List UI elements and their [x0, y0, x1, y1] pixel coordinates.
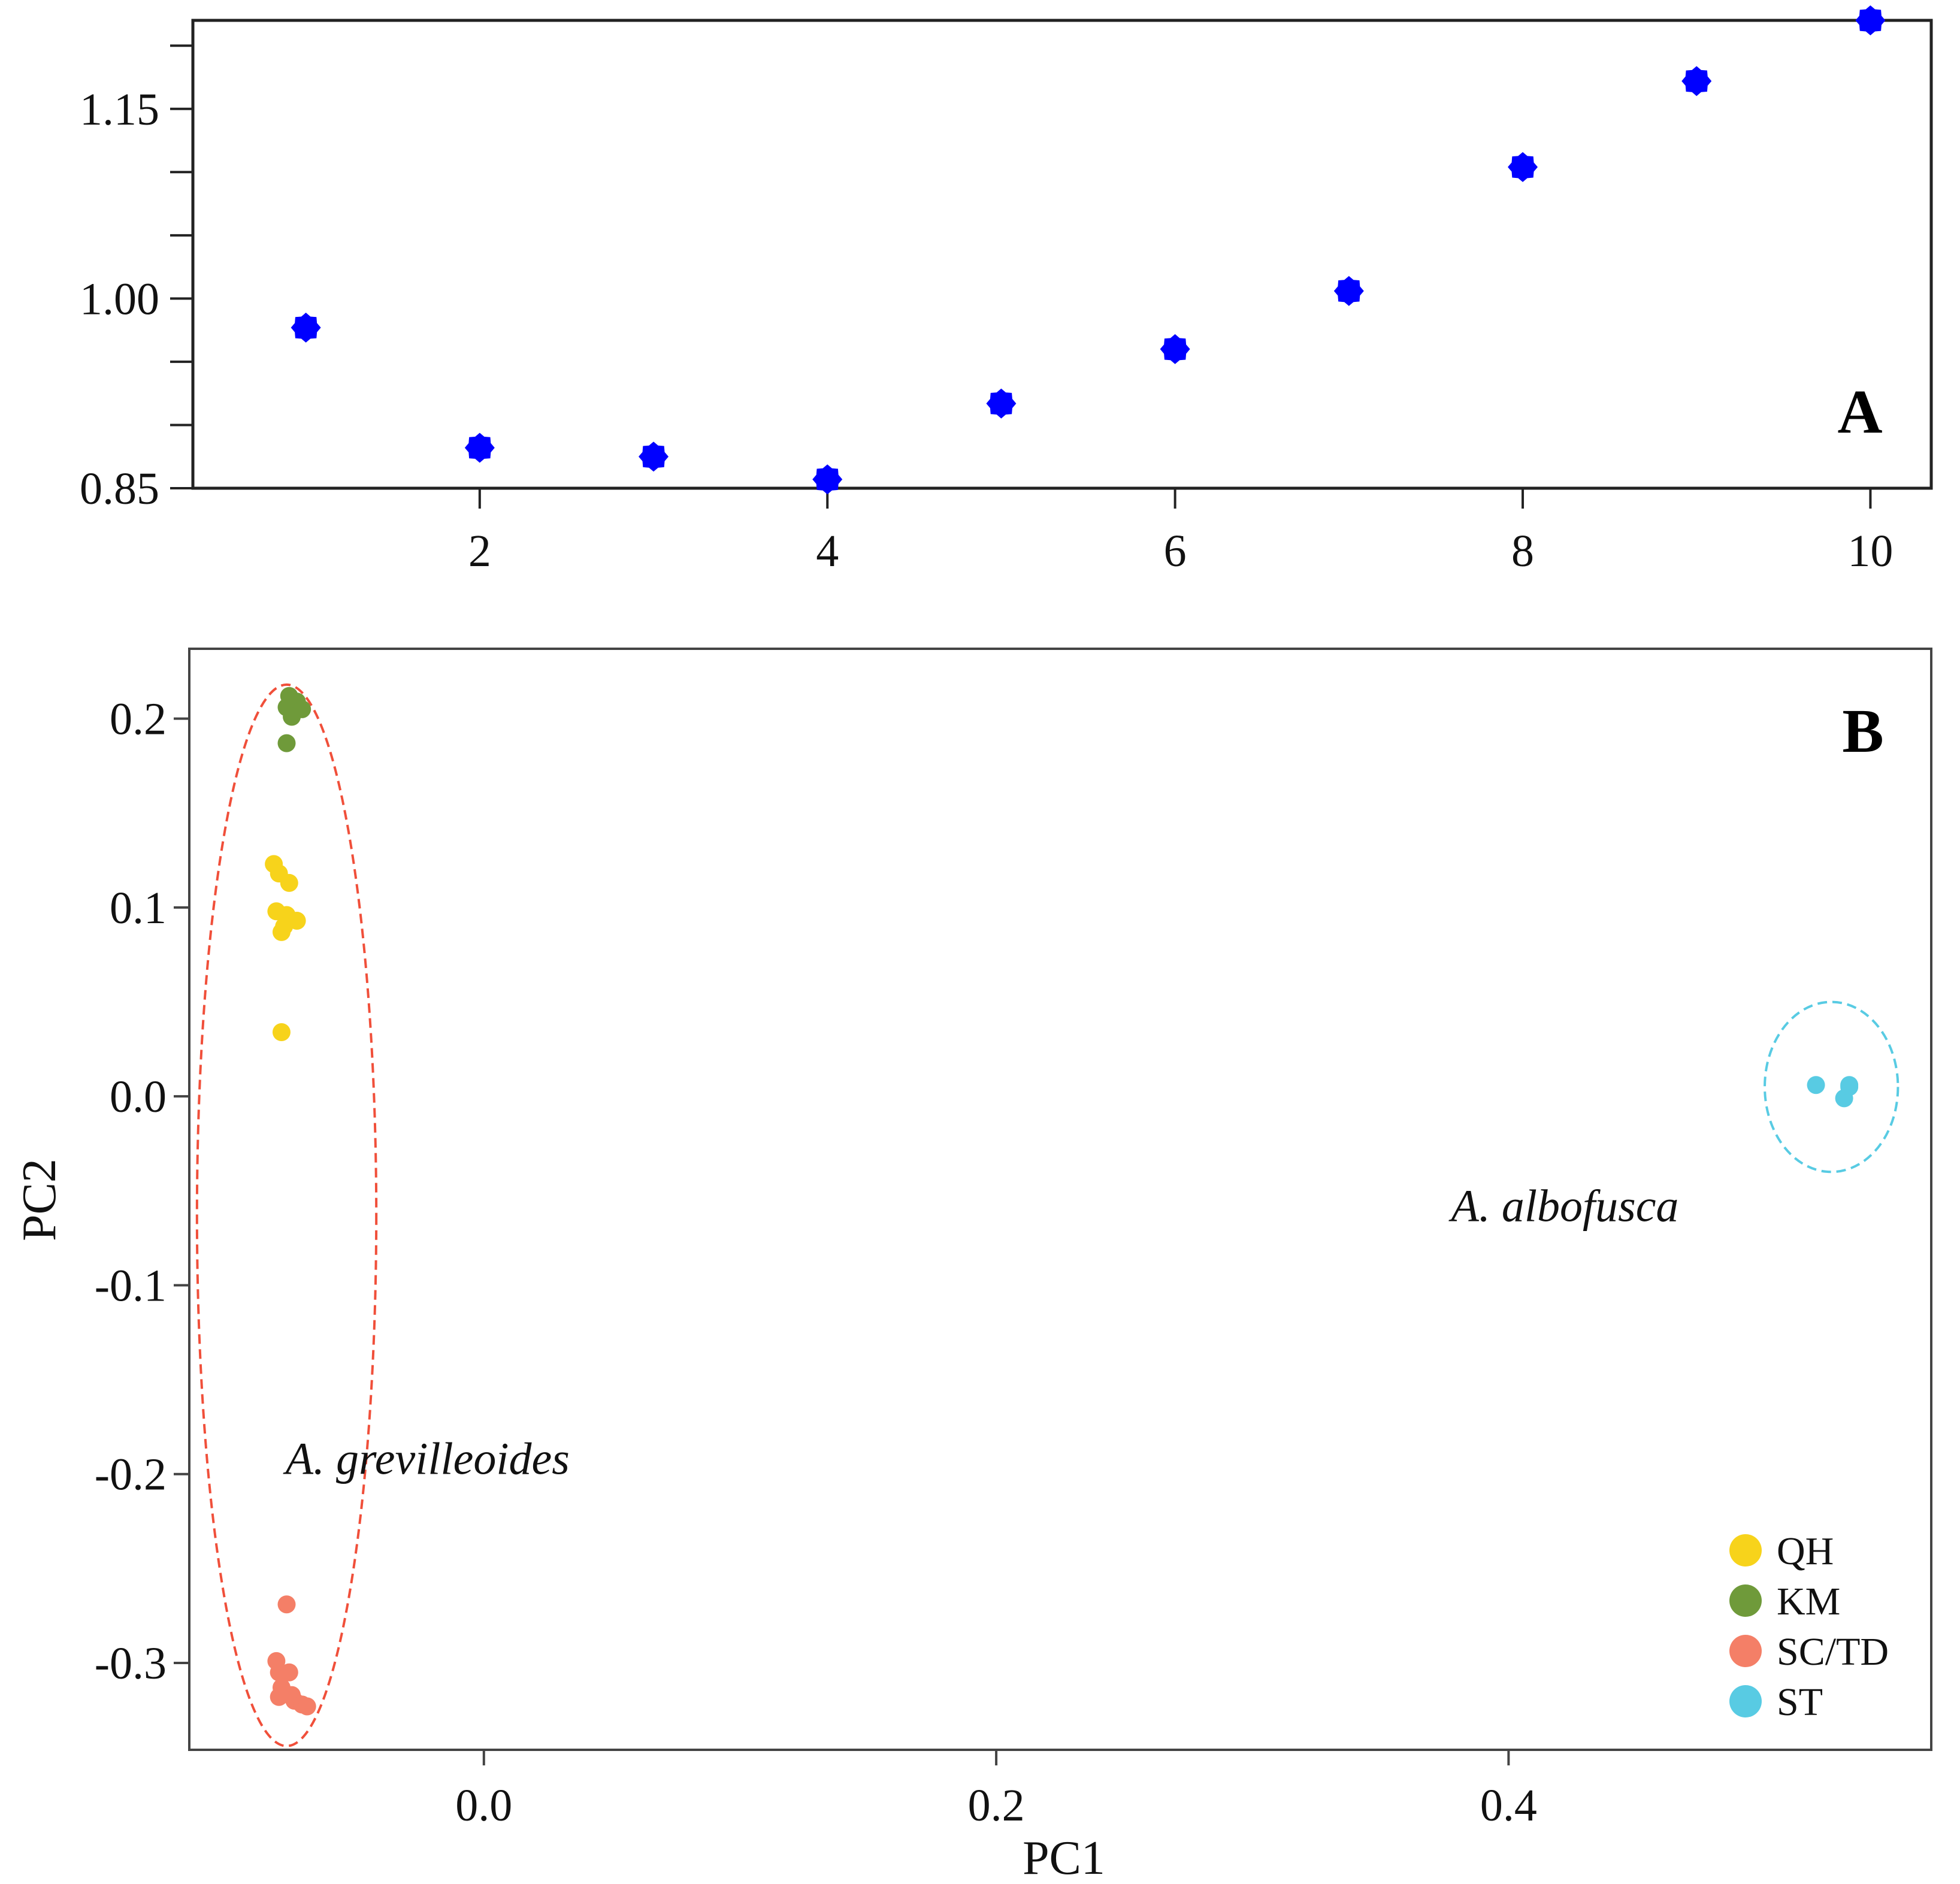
- panel-b-y-tick-label: 0.0: [110, 1072, 167, 1122]
- panel-b-x-axis: 0.0 0.2 0.4: [455, 1750, 1537, 1831]
- panel-a-data-point: [464, 433, 495, 463]
- panel-b: -0.3 -0.2 -0.1 0.0 0.1 0.2 0.0 0.2 0.4 A. grevi…: [13, 648, 1932, 1884]
- panel-a-data-point: [812, 464, 843, 495]
- panel-b-cluster-ellipse: [195, 683, 378, 1747]
- panel-a-points: [291, 5, 1886, 495]
- panel-a-y-tick-label: 0.85: [80, 464, 159, 514]
- panel-a-data-point: [1681, 66, 1712, 96]
- panel-b-data-point: [283, 707, 301, 726]
- panel-b-data-point: [1840, 1078, 1859, 1096]
- panel-b-plot-frame: [188, 648, 1932, 1751]
- panel-a-x-tick-label: 2: [468, 526, 491, 576]
- panel-b-legend-swatch: [1729, 1584, 1762, 1617]
- panel-b-x-tick-label: 0.4: [1480, 1780, 1537, 1831]
- panel-b-data-point: [270, 1688, 288, 1706]
- panel-a-x-tick-label: 4: [816, 526, 839, 576]
- panel-b-y-tick-label: -0.3: [95, 1638, 167, 1689]
- panel-a-y-tick-label: 1.15: [80, 84, 159, 135]
- panel-b-legend: QH KM SC/TD ST: [1729, 1529, 1889, 1724]
- panel-b-data-point: [298, 1697, 316, 1716]
- panel-a: 0.85 1.00 1.15 2 4 6 8 10 A: [80, 5, 1933, 576]
- panel-a-point-marker: [1855, 5, 1886, 35]
- panel-a-point-marker: [464, 433, 495, 463]
- panel-a-point-marker: [1681, 66, 1712, 96]
- panel-a-x-axis: 2 4 6 8 10: [468, 488, 1893, 576]
- panel-b-x-axis-title: PC1: [1023, 1832, 1105, 1884]
- panel-a-x-tick-label: 6: [1164, 526, 1187, 576]
- panel-b-x-tick-label: 0.2: [968, 1780, 1025, 1831]
- panel-b-cluster-ellipses: [195, 683, 1899, 1747]
- panel-b-data-point: [277, 1595, 296, 1614]
- panel-b-y-axis-title: PC2: [13, 1159, 66, 1241]
- panel-b-legend-swatch: [1729, 1534, 1762, 1567]
- panel-a-data-point: [1160, 334, 1190, 364]
- panel-a-point-marker: [986, 388, 1017, 419]
- panel-a-data-point: [986, 388, 1017, 419]
- panel-a-x-tick-label: 10: [1847, 526, 1893, 576]
- panel-b-y-tick-label: -0.2: [95, 1450, 167, 1500]
- panel-b-legend-label: QH: [1777, 1529, 1834, 1573]
- panel-b-data-point: [272, 1023, 291, 1041]
- panel-a-point-marker: [1508, 152, 1538, 182]
- panel-b-legend-label: KM: [1777, 1580, 1840, 1623]
- panel-b-y-tick-label: 0.1: [110, 883, 167, 933]
- panel-a-data-point: [291, 312, 321, 343]
- panel-b-x-tick-label: 0.0: [455, 1780, 512, 1831]
- panel-b-species-label: A. albofusca: [1448, 1181, 1678, 1231]
- panel-a-data-point: [1333, 276, 1364, 306]
- panel-b-y-tick-label: -0.1: [95, 1260, 167, 1311]
- panel-a-point-marker: [1160, 334, 1190, 364]
- panel-a-point-marker: [812, 464, 843, 495]
- panel-b-species-labels: A. grevilleoides A. albofusca: [283, 1181, 1679, 1484]
- panel-b-species-label: A. grevilleoides: [283, 1434, 570, 1484]
- panel-b-data-point: [280, 873, 298, 892]
- panel-a-y-tick-label: 1.00: [80, 274, 159, 324]
- panel-b-legend-swatch: [1729, 1635, 1762, 1667]
- panel-a-letter: A: [1837, 377, 1882, 446]
- panel-a-data-point: [639, 441, 669, 472]
- panel-b-data-point: [1807, 1076, 1825, 1094]
- panel-b-legend-swatch: [1729, 1685, 1762, 1717]
- panel-a-x-tick-label: 8: [1511, 526, 1534, 576]
- panel-b-y-axis: -0.3 -0.2 -0.1 0.0 0.1 0.2: [95, 694, 189, 1689]
- panel-b-cluster-ellipse: [1764, 1000, 1899, 1174]
- panel-a-point-marker: [291, 312, 321, 343]
- panel-b-points: [265, 687, 1859, 1716]
- panel-b-y-tick-label: 0.2: [110, 694, 167, 745]
- panel-b-data-point: [280, 1663, 298, 1682]
- panel-a-y-axis: 0.85 1.00 1.15: [80, 44, 193, 514]
- panel-a-data-point: [1855, 5, 1886, 35]
- panel-a-point-marker: [639, 441, 669, 472]
- panel-b-data-point: [272, 923, 291, 941]
- panel-a-point-marker: [1333, 276, 1364, 306]
- panel-b-legend-label: ST: [1777, 1680, 1823, 1724]
- panel-b-data-point: [277, 734, 296, 752]
- panel-b-letter: B: [1842, 697, 1883, 766]
- panel-a-plot-frame: [191, 19, 1933, 490]
- panel-b-legend-label: SC/TD: [1777, 1630, 1889, 1674]
- panel-a-data-point: [1508, 152, 1538, 182]
